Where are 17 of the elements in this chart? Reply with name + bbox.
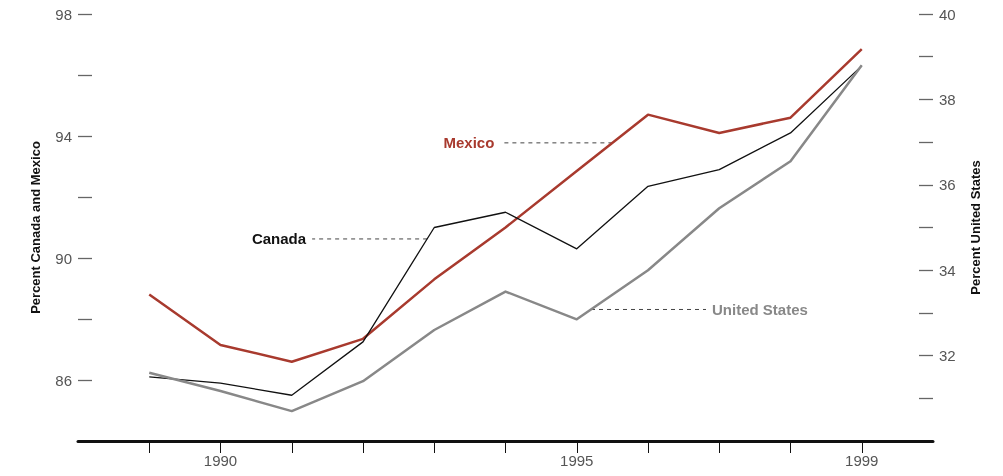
y2-tick-label: 36 [939, 176, 956, 194]
x-tick-label: 1995 [560, 452, 594, 469]
x-tick-label: 1999 [845, 452, 879, 469]
y-tick-label: 98 [55, 5, 72, 23]
y2-tick-label: 38 [939, 90, 956, 108]
y2-axis-title: Percent United States [968, 160, 983, 295]
y-axis-title: Percent Canada and Mexico [28, 141, 43, 314]
text: Mexico [443, 134, 495, 152]
y-tick-label: 90 [55, 249, 72, 267]
text: United States [712, 300, 808, 318]
y2-tick-label: 32 [939, 347, 956, 365]
y-tick-label: 94 [55, 127, 72, 145]
y-tick-label: 86 [55, 371, 72, 389]
x-tick-label: 1990 [203, 452, 238, 469]
y2-tick-label: 34 [939, 261, 956, 279]
text: Canada [251, 230, 307, 248]
y2-tick-label: 40 [939, 5, 956, 23]
